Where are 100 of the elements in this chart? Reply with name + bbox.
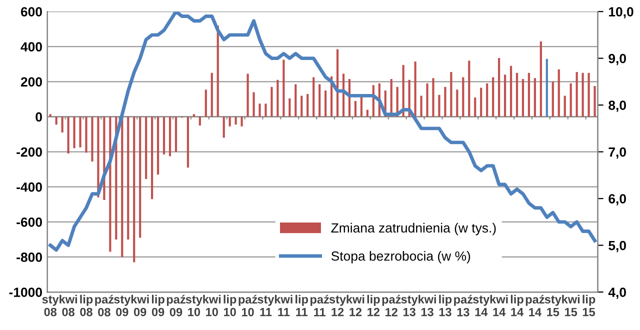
bar bbox=[492, 77, 494, 117]
bar bbox=[85, 116, 88, 153]
bar bbox=[468, 60, 470, 117]
bar bbox=[420, 96, 422, 117]
bar bbox=[67, 116, 70, 154]
bar bbox=[73, 116, 76, 148]
bar bbox=[594, 86, 596, 117]
x-tick-label: sty 15 bbox=[544, 296, 562, 316]
x-tick-label: kwi 11 bbox=[274, 294, 292, 316]
bar bbox=[456, 90, 458, 117]
bar bbox=[234, 116, 237, 125]
bar bbox=[528, 72, 530, 117]
bar bbox=[462, 77, 464, 117]
bar bbox=[546, 58, 548, 117]
bar bbox=[312, 77, 315, 117]
bar bbox=[558, 69, 560, 117]
bar bbox=[582, 72, 584, 117]
y-tick-label: -600 bbox=[16, 217, 42, 227]
x-tick-label: lip 12 bbox=[367, 294, 380, 316]
bar bbox=[450, 72, 452, 117]
bar bbox=[534, 78, 536, 117]
bar bbox=[426, 83, 428, 117]
bar bbox=[354, 100, 357, 117]
bar bbox=[414, 62, 416, 117]
y2-tick-label: 9,0 bbox=[608, 54, 626, 66]
bar bbox=[480, 88, 482, 117]
bar bbox=[516, 72, 518, 117]
bar bbox=[145, 116, 148, 179]
bar bbox=[258, 104, 261, 117]
x-tick-label: sty 13 bbox=[401, 296, 418, 316]
bar bbox=[139, 116, 142, 238]
bar bbox=[360, 96, 362, 117]
x-tick-label: sty 09 bbox=[114, 296, 131, 316]
bar bbox=[127, 116, 130, 240]
bar bbox=[55, 116, 58, 125]
bar bbox=[79, 116, 82, 148]
x-tick-label: kwi 09 bbox=[131, 294, 149, 316]
x-tick-label: lip 15 bbox=[582, 294, 596, 316]
bar bbox=[318, 84, 321, 117]
bar bbox=[91, 116, 94, 162]
x-tick-label: lip 10 bbox=[224, 294, 236, 316]
x-tick-label: paź 10 bbox=[238, 294, 258, 316]
bar bbox=[576, 72, 578, 117]
x-tick-label: paź 11 bbox=[310, 294, 329, 316]
bar bbox=[282, 60, 285, 117]
x-tick-label: lip 11 bbox=[296, 294, 308, 316]
x-tick-label: sty 12 bbox=[329, 296, 346, 316]
x-tick-label: kwi 13 bbox=[418, 294, 436, 316]
bar bbox=[552, 82, 554, 117]
bar bbox=[198, 116, 201, 126]
x-tick-label: kwi 15 bbox=[562, 294, 580, 316]
x-tick-label: kwi 08 bbox=[60, 294, 77, 316]
bar bbox=[222, 116, 225, 138]
bar bbox=[540, 41, 542, 117]
y-tick-label: 0 bbox=[36, 112, 42, 122]
bar bbox=[306, 94, 309, 117]
bar bbox=[151, 116, 154, 200]
bar bbox=[588, 72, 590, 117]
x-tick-label: sty 14 bbox=[472, 296, 490, 316]
y2-tick-label: 5,0 bbox=[608, 240, 626, 252]
bar bbox=[49, 114, 52, 117]
y-tick-label: -400 bbox=[16, 182, 42, 192]
x-tick-label: paź 08 bbox=[95, 294, 114, 316]
bar bbox=[444, 86, 446, 117]
bar bbox=[432, 78, 434, 117]
x-tick-label: paź 13 bbox=[454, 294, 473, 316]
x-tick-label: lip 13 bbox=[439, 294, 452, 316]
y-tick-label: -200 bbox=[16, 147, 42, 157]
y2-tick-label: 6,0 bbox=[608, 194, 626, 206]
line-series bbox=[48, 12, 597, 252]
bar bbox=[564, 96, 566, 117]
bar bbox=[186, 116, 189, 168]
y2-tick-label: 7,0 bbox=[608, 147, 626, 159]
bar bbox=[474, 97, 476, 117]
x-tick-label: kwi 10 bbox=[203, 294, 221, 316]
bar bbox=[228, 116, 231, 126]
bar bbox=[240, 116, 243, 126]
x-tick-label: sty 08 bbox=[42, 296, 59, 316]
bar bbox=[264, 104, 267, 117]
legend-label: Stopa bezrobocia (w %) bbox=[331, 251, 470, 264]
bar bbox=[570, 83, 572, 117]
x-tick-label: sty 10 bbox=[186, 296, 202, 316]
bar bbox=[210, 72, 213, 117]
y-tick-label: -800 bbox=[16, 252, 42, 262]
x-tick-label: kwi 12 bbox=[346, 294, 364, 316]
x-tick-label: paź 14 bbox=[526, 294, 544, 316]
bar bbox=[174, 116, 178, 152]
bar bbox=[510, 66, 512, 117]
bar bbox=[168, 116, 172, 156]
bar bbox=[288, 98, 291, 117]
y-tick-label: 400 bbox=[20, 42, 42, 52]
y2-tick-label: 4,0 bbox=[608, 288, 626, 299]
bar bbox=[162, 116, 166, 154]
bar bbox=[276, 80, 279, 117]
bar bbox=[61, 116, 64, 133]
x-tick-label: lip 08 bbox=[80, 294, 93, 316]
bar bbox=[504, 74, 506, 117]
bar bbox=[246, 74, 249, 117]
bar bbox=[156, 116, 160, 175]
bar bbox=[192, 114, 195, 117]
